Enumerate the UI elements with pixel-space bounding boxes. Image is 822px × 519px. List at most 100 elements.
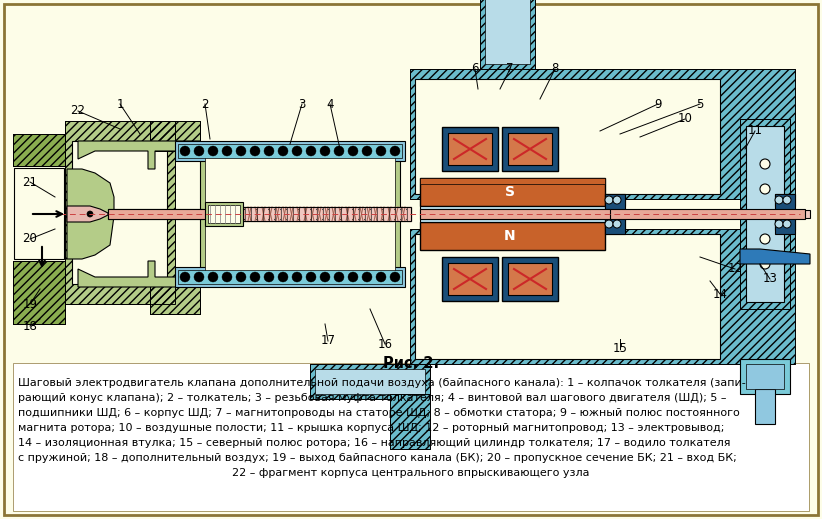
Circle shape bbox=[250, 146, 260, 156]
Circle shape bbox=[194, 272, 204, 282]
Polygon shape bbox=[67, 169, 114, 259]
Bar bbox=[410, 69, 795, 199]
Bar bbox=[420, 222, 605, 250]
Bar bbox=[605, 209, 805, 219]
Bar bbox=[205, 202, 243, 226]
Circle shape bbox=[783, 196, 791, 204]
Text: 10: 10 bbox=[677, 113, 692, 126]
Bar bbox=[13, 363, 809, 511]
Text: 14: 14 bbox=[713, 288, 727, 301]
Text: N: N bbox=[504, 229, 516, 243]
Bar bbox=[448, 263, 492, 295]
Text: рающий конус клапана); 2 – толкатель; 3 – резьбовая муфта толкателя; 4 – винтово: рающий конус клапана); 2 – толкатель; 3 … bbox=[18, 393, 727, 403]
Polygon shape bbox=[420, 178, 605, 184]
Bar bbox=[410, 69, 795, 199]
Circle shape bbox=[208, 272, 218, 282]
Polygon shape bbox=[740, 249, 810, 264]
Text: 11: 11 bbox=[747, 125, 763, 138]
Text: Рис. 2.: Рис. 2. bbox=[383, 356, 439, 371]
Circle shape bbox=[775, 220, 783, 228]
Text: 19: 19 bbox=[22, 297, 38, 310]
Bar bbox=[13, 134, 65, 166]
Circle shape bbox=[292, 146, 302, 156]
Bar bbox=[480, 0, 535, 69]
Text: 17: 17 bbox=[321, 335, 335, 348]
Bar bbox=[150, 284, 200, 314]
Circle shape bbox=[292, 272, 302, 282]
Bar bbox=[448, 133, 492, 165]
Bar bbox=[415, 234, 720, 359]
Bar bbox=[502, 127, 558, 171]
Circle shape bbox=[613, 220, 621, 228]
Bar bbox=[442, 257, 498, 301]
Bar bbox=[65, 121, 175, 304]
Bar bbox=[13, 134, 65, 324]
Circle shape bbox=[760, 159, 770, 169]
Text: магнита ротора; 10 – воздушные полости; 11 – крышка корпуса ШД; 12 – роторный ма: магнита ротора; 10 – воздушные полости; … bbox=[18, 423, 724, 433]
Polygon shape bbox=[67, 206, 108, 222]
Bar bbox=[65, 121, 175, 304]
Circle shape bbox=[376, 272, 386, 282]
Bar bbox=[150, 121, 200, 151]
Bar bbox=[775, 194, 795, 206]
Bar bbox=[755, 389, 775, 424]
Circle shape bbox=[783, 220, 791, 228]
Bar bbox=[13, 261, 65, 324]
Bar bbox=[740, 119, 790, 309]
Circle shape bbox=[264, 272, 274, 282]
Text: Шаговый электродвигатель клапана дополнительной подачи воздуха (байпасного канал: Шаговый электродвигатель клапана дополни… bbox=[18, 378, 746, 388]
Circle shape bbox=[334, 272, 344, 282]
Bar bbox=[108, 209, 408, 219]
Circle shape bbox=[760, 259, 770, 269]
Circle shape bbox=[760, 234, 770, 244]
Text: 6: 6 bbox=[471, 62, 478, 75]
Bar bbox=[108, 209, 203, 219]
Bar bbox=[508, 133, 552, 165]
Bar bbox=[310, 364, 430, 399]
Polygon shape bbox=[78, 261, 200, 287]
Circle shape bbox=[348, 146, 358, 156]
Text: 21: 21 bbox=[22, 175, 38, 188]
Bar bbox=[420, 178, 605, 206]
Bar bbox=[178, 270, 402, 284]
Text: 5: 5 bbox=[696, 98, 704, 111]
Circle shape bbox=[250, 272, 260, 282]
Circle shape bbox=[320, 146, 330, 156]
Bar bbox=[13, 134, 65, 166]
Bar bbox=[390, 394, 430, 449]
Text: 15: 15 bbox=[612, 343, 627, 356]
Bar bbox=[390, 394, 430, 449]
Circle shape bbox=[208, 146, 218, 156]
Bar bbox=[243, 207, 411, 221]
Bar bbox=[200, 151, 400, 277]
Circle shape bbox=[605, 220, 613, 228]
Circle shape bbox=[236, 146, 246, 156]
Bar bbox=[415, 79, 720, 194]
Circle shape bbox=[222, 272, 232, 282]
Circle shape bbox=[362, 272, 372, 282]
Text: 3: 3 bbox=[298, 98, 306, 111]
Bar bbox=[485, 0, 530, 64]
Bar bbox=[746, 126, 784, 302]
Circle shape bbox=[320, 272, 330, 282]
Bar bbox=[150, 284, 200, 314]
Bar bbox=[13, 134, 65, 324]
Text: 8: 8 bbox=[552, 62, 559, 75]
Circle shape bbox=[760, 184, 770, 194]
Circle shape bbox=[264, 146, 274, 156]
Text: 22: 22 bbox=[71, 104, 85, 117]
Circle shape bbox=[306, 146, 316, 156]
Bar bbox=[746, 364, 784, 389]
Bar bbox=[420, 206, 605, 222]
Bar bbox=[150, 121, 200, 151]
Bar bbox=[13, 363, 809, 511]
Text: 22 – фрагмент корпуса центрального впрыскивающего узла: 22 – фрагмент корпуса центрального впрыс… bbox=[233, 468, 589, 478]
Bar bbox=[502, 257, 558, 301]
Bar bbox=[410, 229, 795, 364]
Bar bbox=[410, 229, 795, 364]
Circle shape bbox=[278, 272, 288, 282]
Text: 9: 9 bbox=[654, 98, 662, 111]
Text: 7: 7 bbox=[506, 62, 514, 75]
Bar bbox=[243, 207, 411, 221]
Circle shape bbox=[180, 272, 190, 282]
